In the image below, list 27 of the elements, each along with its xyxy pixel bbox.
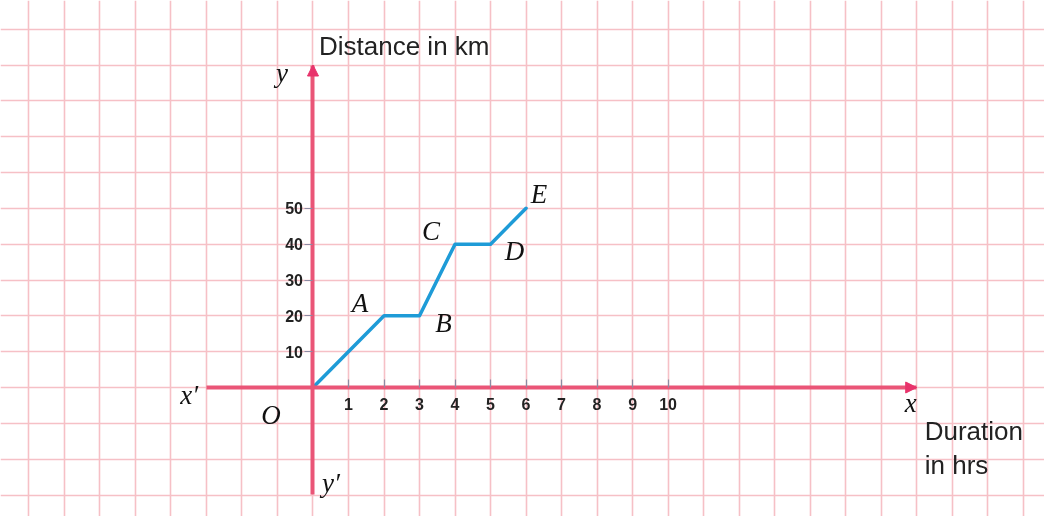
annotation: y xyxy=(273,58,288,88)
y-axis-title: Distance in km xyxy=(318,31,490,61)
y-tick-label: 50 xyxy=(285,200,304,218)
x-tick-label: 9 xyxy=(628,395,638,413)
x-tick-label: 4 xyxy=(450,395,460,413)
annotation: D xyxy=(503,236,525,267)
annotation: C xyxy=(422,216,442,247)
y-tick-label: 20 xyxy=(285,307,304,325)
x-tick-label: 2 xyxy=(379,395,389,413)
x-tick-label: 1 xyxy=(344,395,354,413)
x-axis-title: Duration in hrs xyxy=(924,415,1023,480)
x-tick-label: 8 xyxy=(592,395,602,413)
annotation: y′ xyxy=(319,467,342,498)
x-tick-label: 10 xyxy=(659,395,678,413)
y-tick-label: 40 xyxy=(285,236,304,254)
annotation: A xyxy=(349,287,369,318)
annotation: x′ xyxy=(179,379,200,410)
y-tick-label: 10 xyxy=(285,343,304,361)
annotation: O xyxy=(261,399,281,430)
annotation: B xyxy=(435,307,452,338)
annotation: E xyxy=(529,179,548,210)
x-tick-label: 7 xyxy=(557,395,567,413)
y-tick-label: 30 xyxy=(285,272,304,289)
x-tick-label: 5 xyxy=(486,395,496,413)
x-tick-label: 3 xyxy=(415,395,425,413)
annotation: x xyxy=(903,387,917,418)
x-tick-label: 6 xyxy=(521,395,531,413)
